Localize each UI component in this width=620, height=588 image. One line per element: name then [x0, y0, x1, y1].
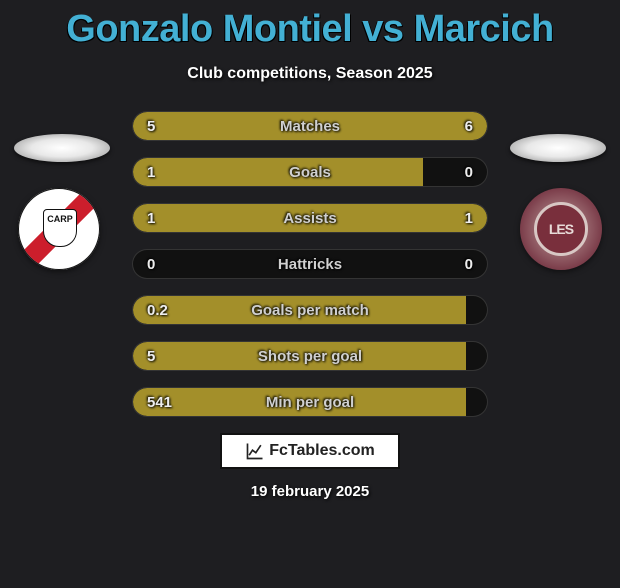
stat-row: Hattricks0 0 — [132, 249, 488, 279]
crest-left: CARP — [18, 188, 100, 270]
river-plate-icon: CARP — [18, 188, 100, 270]
stat-label: Goals per match — [133, 296, 487, 325]
stat-label: Assists — [133, 204, 487, 233]
stats-container: Matches56Goals10Assists11Hattricks00Goal… — [132, 111, 488, 417]
fctables-logo: FcTables.com — [220, 433, 400, 469]
stat-label: Goals — [133, 158, 487, 187]
page-title: Gonzalo Montiel vs Marcich — [0, 8, 620, 51]
stat-value-left: 5 — [147, 112, 155, 141]
stat-value-left: 541 — [147, 388, 172, 417]
stat-value-left: 0.2 — [147, 296, 168, 325]
subtitle: Club competitions, Season 2025 — [0, 65, 620, 83]
stat-label: Matches — [133, 112, 487, 141]
stat-value-left: 0 — [147, 250, 155, 279]
stat-label: Hattricks — [133, 250, 487, 279]
stat-value-left: 1 — [147, 158, 155, 187]
platform-right — [510, 134, 606, 162]
stat-label: Shots per goal — [133, 342, 487, 371]
stat-row: Matches5 6 — [132, 111, 488, 141]
stat-value-left: 5 — [147, 342, 155, 371]
stat-row: Goals1 0 — [132, 157, 488, 187]
stat-value-left: 1 — [147, 204, 155, 233]
stat-label: Min per goal — [133, 388, 487, 417]
chart-icon — [245, 441, 265, 461]
date-label: 19 february 2025 — [0, 483, 620, 500]
stat-value-right: 6 — [465, 112, 473, 141]
stat-value-right: 0 — [465, 158, 473, 187]
stat-value-right: 1 — [465, 204, 473, 233]
lanus-icon: LES — [534, 202, 588, 256]
stat-row: Goals per match0.2 — [132, 295, 488, 325]
logo-text: FcTables.com — [269, 442, 375, 460]
stat-row: Shots per goal5 — [132, 341, 488, 371]
stat-value-right: 0 — [465, 250, 473, 279]
platform-left — [14, 134, 110, 162]
stat-row: Assists1 1 — [132, 203, 488, 233]
stat-row: Min per goal541 — [132, 387, 488, 417]
crest-right: LES — [520, 188, 602, 270]
